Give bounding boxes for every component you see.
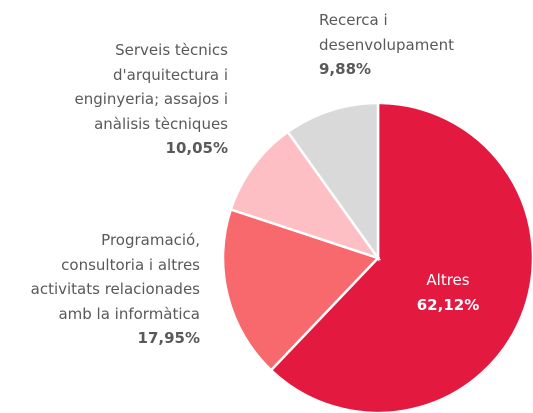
category-name: Altres [426,271,470,289]
slice-label: Altres 62,12% [368,268,528,317]
value-label: 10,05% [165,139,228,157]
slice-label: Serveis tècnics d'arquitectura i enginye… [28,38,229,161]
value-label: 9,88% [319,60,372,78]
pie-slice [269,101,533,413]
value-label: 17,95% [137,329,200,347]
slice-label: Recerca i desenvolupament 9,88% [319,8,484,82]
category-name: Programació, consultoria i altres activi… [30,231,200,323]
pie-slice [229,130,382,261]
value-label: 62,12% [416,295,480,314]
pie-slice [221,207,381,372]
category-name: Recerca i desenvolupament [319,11,454,54]
pie-slice [286,101,380,262]
category-name: Serveis tècnics d'arquitectura i enginye… [74,41,229,133]
slice-label: Programació, consultoria i altres activi… [26,228,200,351]
